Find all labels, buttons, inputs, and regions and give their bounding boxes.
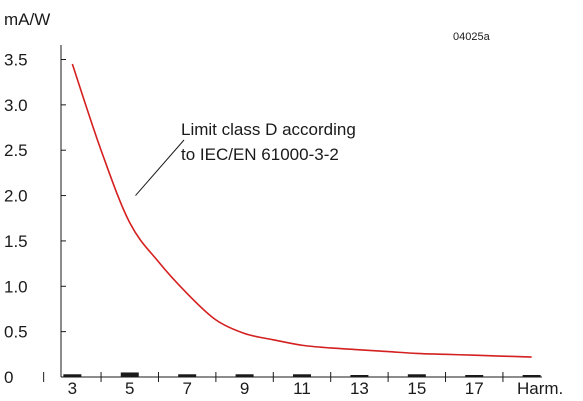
measured-bar <box>120 372 139 377</box>
y-tick-label: 0.5 <box>4 323 28 342</box>
measured-bar <box>293 374 311 377</box>
limit-class-d-line <box>71 63 532 358</box>
measured-bar <box>407 374 426 377</box>
y-tick-label: 3.0 <box>4 96 28 115</box>
x-tick-label: 7 <box>182 379 191 398</box>
annotation: Limit class D according to IEC/EN 61000-… <box>135 120 356 196</box>
y-axis-title: mA/W <box>4 10 50 29</box>
x-axis-ticks: 3 5 7 9 11 13 15 17 <box>43 372 504 398</box>
y-tick-label: 2.5 <box>4 141 28 160</box>
y-axis: 0 0.5 1.0 1.5 2.0 2.5 3.0 3.5 <box>4 45 66 387</box>
measured-bar <box>235 374 254 377</box>
figure-id: 04025a <box>453 31 491 43</box>
x-axis: 3 5 7 9 11 13 15 17 <box>43 372 542 398</box>
y-tick-label: 1.5 <box>4 232 28 251</box>
annotation-leader-line <box>135 139 185 196</box>
annotation-line-2: to IEC/EN 61000-3-2 <box>181 145 339 164</box>
x-axis-title: Harm. <box>517 379 563 398</box>
y-tick-label: 2.0 <box>4 187 28 206</box>
measured-bar <box>178 374 197 377</box>
y-tick-label: 3.5 <box>4 51 28 70</box>
y-axis-ticks: 0 0.5 1.0 1.5 2.0 2.5 3.0 3.5 <box>4 51 66 387</box>
y-tick-label: 0 <box>4 368 13 387</box>
measured-bar <box>465 375 484 377</box>
measured-bar <box>63 374 82 377</box>
series-layer <box>71 63 532 358</box>
annotation-line-1: Limit class D according <box>181 120 356 139</box>
measured-bar <box>522 375 541 377</box>
x-tick-label: 17 <box>465 379 484 398</box>
measured-bar <box>350 375 369 377</box>
x-tick-label: 15 <box>407 379 426 398</box>
x-tick-label: 11 <box>293 379 311 398</box>
measured-harmonic-bars <box>63 372 541 377</box>
x-tick-label: 3 <box>68 379 77 398</box>
x-tick-label: 5 <box>125 379 134 398</box>
x-tick-label: 9 <box>240 379 249 398</box>
x-tick-label: 13 <box>350 379 369 398</box>
y-tick-label: 1.0 <box>4 277 28 296</box>
